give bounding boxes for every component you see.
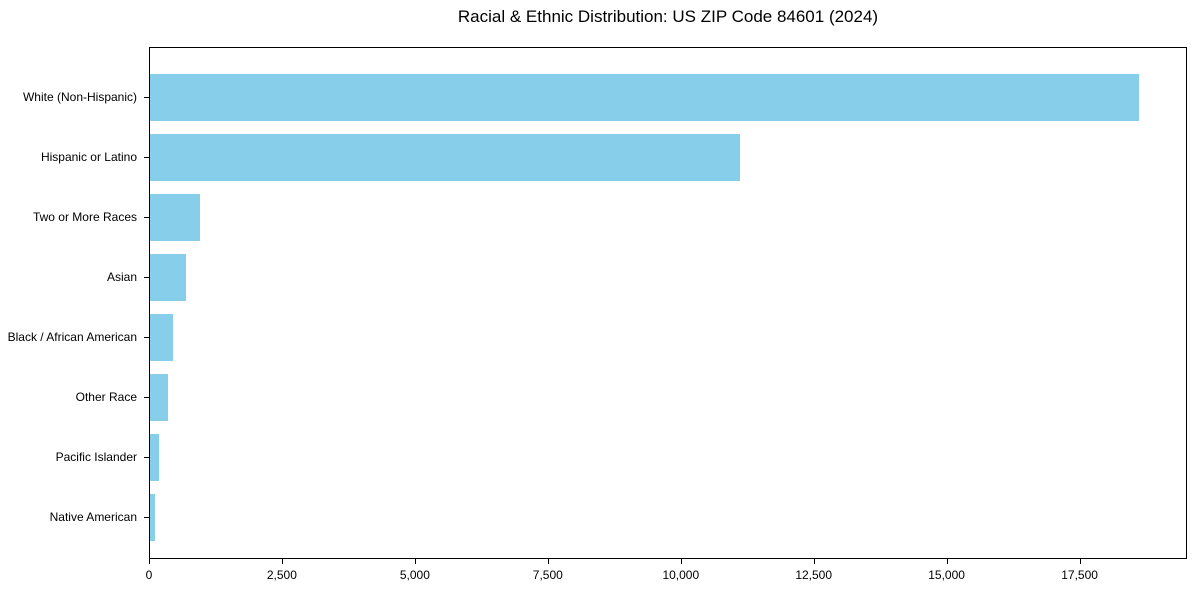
x-tick-mark xyxy=(1079,559,1081,564)
x-tick-label-12500: 12,500 xyxy=(795,568,833,582)
plot-area xyxy=(149,47,1187,559)
x-tick-mark xyxy=(813,559,815,564)
y-tick-mark xyxy=(144,276,149,278)
x-tick-label-15000: 15,000 xyxy=(928,568,965,582)
bar-hispanic-or-latino xyxy=(150,134,740,182)
bar-black-african-american xyxy=(150,314,173,362)
y-tick-label-other-race: Other Race xyxy=(75,389,137,404)
x-tick-mark xyxy=(680,559,682,564)
bar-white-non-hispanic xyxy=(150,74,1139,122)
bar-asian xyxy=(150,254,187,302)
y-tick-mark xyxy=(144,96,149,98)
y-tick-label-asian: Asian xyxy=(106,269,137,284)
y-tick-mark xyxy=(144,396,149,398)
y-tick-label-two-or-more-races: Two or More Races xyxy=(32,209,137,224)
x-tick-label-7500: 7,500 xyxy=(532,568,563,582)
bar-two-or-more-races xyxy=(150,194,200,242)
x-tick-mark xyxy=(414,559,416,564)
x-tick-label-5000: 5,000 xyxy=(399,568,430,582)
y-tick-label-black-african-american: Black / African American xyxy=(7,329,137,344)
chart-title: Racial & Ethnic Distribution: US ZIP Cod… xyxy=(457,7,879,26)
bar-pacific-islander xyxy=(150,434,159,482)
y-tick-mark xyxy=(144,516,149,518)
y-tick-label-hispanic-or-latino: Hispanic or Latino xyxy=(40,149,137,164)
y-tick-label-native-american: Native American xyxy=(49,509,137,524)
y-tick-mark xyxy=(144,336,149,338)
y-tick-mark xyxy=(144,216,149,218)
x-tick-mark xyxy=(946,559,948,564)
y-tick-label-pacific-islander: Pacific Islander xyxy=(55,449,137,464)
y-tick-mark xyxy=(144,156,149,158)
x-tick-mark xyxy=(547,559,549,564)
x-tick-label-17500: 17,500 xyxy=(1061,568,1098,582)
y-tick-mark xyxy=(144,456,149,458)
x-tick-mark xyxy=(281,559,283,564)
x-tick-label-10000: 10,000 xyxy=(662,568,700,582)
bar-native-american xyxy=(150,494,156,542)
y-tick-label-white-non-hispanic: White (Non-Hispanic) xyxy=(22,89,137,104)
x-tick-label-0: 0 xyxy=(145,568,153,582)
x-tick-mark xyxy=(149,559,150,564)
x-tick-label-2500: 2,500 xyxy=(266,568,297,582)
bar-other-race xyxy=(150,374,169,422)
